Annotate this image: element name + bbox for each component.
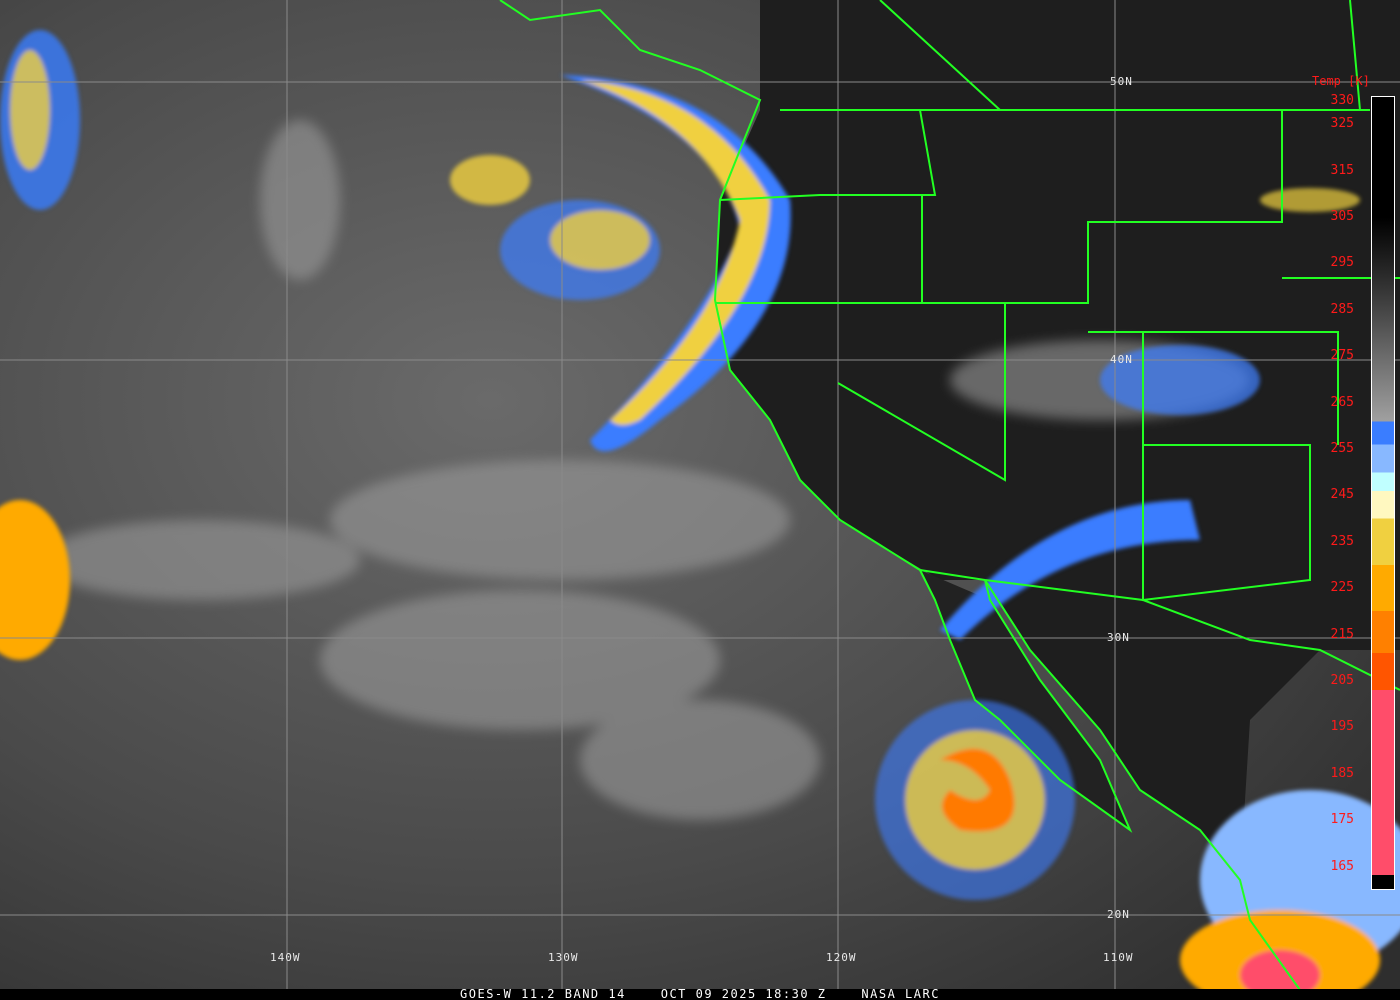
lon-label-120w: 120W: [826, 951, 857, 964]
colorbar-tick: 285: [1330, 301, 1354, 317]
colorbar-tick: 255: [1330, 441, 1354, 456]
lat-label-50n: 50N: [1110, 75, 1133, 88]
temperature-colorbar: [1371, 96, 1395, 890]
caption-datetime: OCT 09 2025 18:30 Z: [660, 987, 827, 1000]
caption-satellite: GOES-W: [460, 987, 513, 1000]
cold-cloud-tops: [0, 30, 1400, 1000]
political-borders: [499, 0, 1400, 991]
colorbar-tick: 185: [1330, 765, 1354, 781]
colorbar-tick: 295: [1330, 255, 1354, 271]
caption-source: NASA LARC: [861, 987, 940, 1000]
baja-peninsula: [920, 570, 1130, 830]
colorbar-tick: 165: [1330, 858, 1354, 874]
colorbar-label: Temp [K]: [1312, 74, 1370, 88]
colorbar-tick: 235: [1330, 533, 1354, 549]
colorbar-tick: 325: [1330, 116, 1354, 132]
colorbar-tick: 245: [1330, 487, 1354, 503]
lat-label-20n: 20N: [1107, 908, 1130, 921]
colorbar-tick: 315: [1330, 162, 1354, 178]
colorbar-tick: 205: [1330, 673, 1354, 688]
colorbar-tick: 215: [1330, 626, 1354, 642]
colorbar-tick: 175: [1330, 812, 1354, 828]
caption-band: 11.2 BAND 14: [521, 987, 626, 1000]
lat-label-30n: 30N: [1107, 631, 1130, 644]
land-mass: [715, 0, 1400, 880]
image-caption: GOES-W 11.2 BAND 14 OCT 09 2025 18:30 Z …: [0, 987, 1400, 1000]
colorbar-tick: 305: [1330, 209, 1354, 224]
lon-label-130w: 130W: [548, 951, 579, 964]
colorbar-tick: 275: [1330, 348, 1354, 364]
lon-label-110w: 110W: [1103, 951, 1134, 964]
lon-label-140w: 140W: [270, 951, 301, 964]
colorbar-tick: 330: [1330, 93, 1354, 108]
colorbar-tick: 195: [1330, 719, 1354, 735]
lat-label-40n: 40N: [1110, 353, 1133, 366]
colorbar-tick: 225: [1330, 580, 1354, 596]
colorbar-tick: 265: [1330, 394, 1354, 410]
